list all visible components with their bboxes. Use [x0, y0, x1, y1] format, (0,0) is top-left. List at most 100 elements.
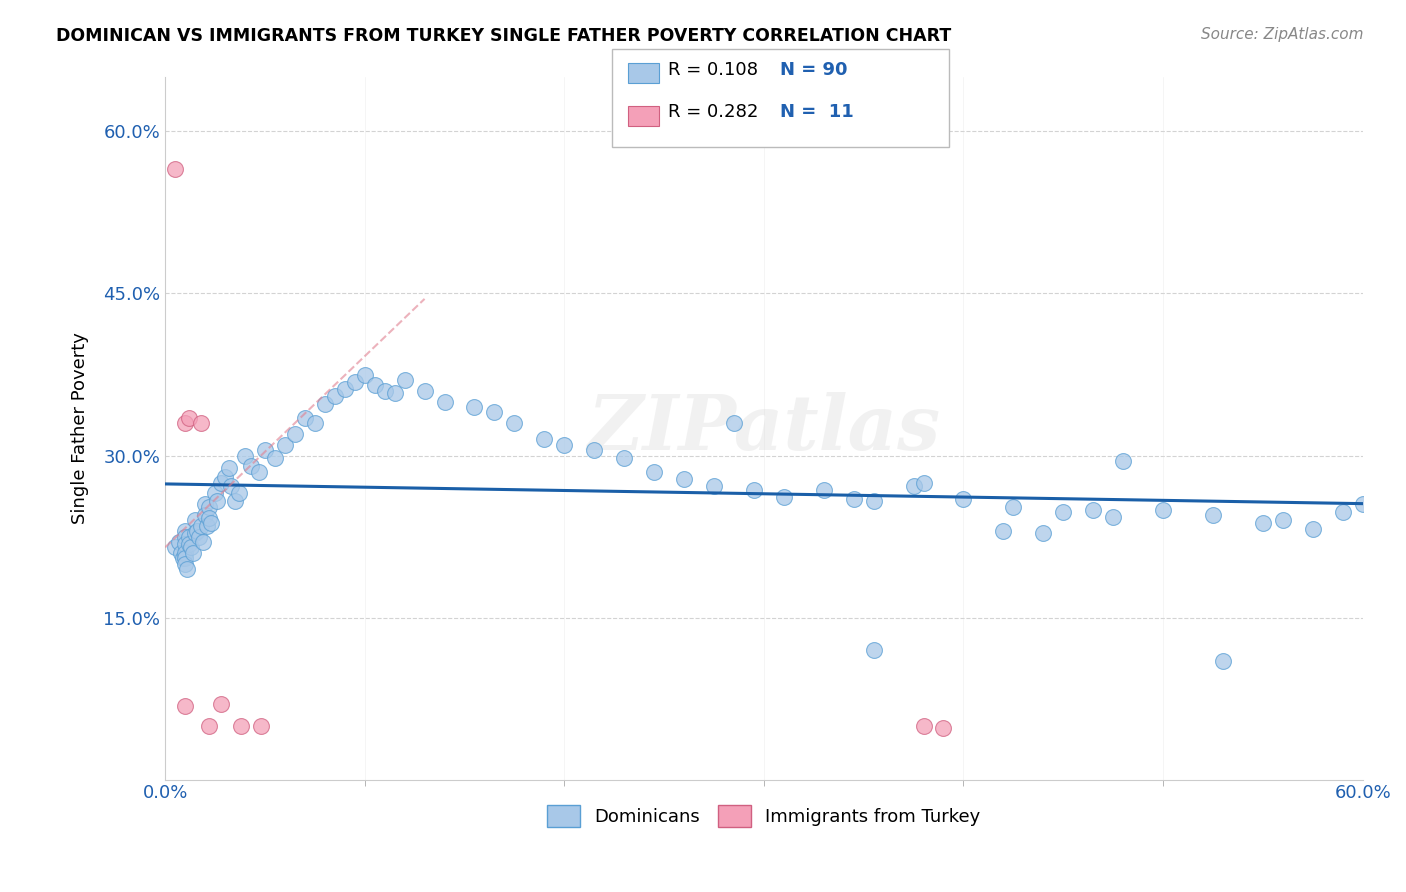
- Point: [1102, 510, 1125, 524]
- Point: [177, 530, 200, 544]
- Point: [174, 416, 197, 430]
- Point: [323, 389, 346, 403]
- Point: [191, 535, 214, 549]
- Point: [384, 385, 406, 400]
- Point: [993, 524, 1015, 538]
- Point: [583, 443, 606, 458]
- Point: [374, 384, 396, 398]
- Point: [264, 450, 287, 465]
- Point: [862, 494, 884, 508]
- Point: [174, 551, 197, 566]
- Y-axis label: Single Father Poverty: Single Father Poverty: [72, 333, 89, 524]
- Point: [394, 373, 416, 387]
- Point: [723, 416, 745, 430]
- Point: [214, 470, 236, 484]
- Text: N =  11: N = 11: [780, 103, 853, 121]
- Point: [205, 494, 228, 508]
- Point: [250, 718, 273, 732]
- Point: [343, 375, 366, 389]
- Point: [219, 479, 242, 493]
- Point: [1271, 513, 1294, 527]
- Point: [229, 718, 252, 732]
- Point: [180, 541, 202, 555]
- Point: [184, 526, 207, 541]
- Point: [177, 537, 200, 551]
- Point: [1202, 508, 1225, 522]
- Point: [209, 697, 232, 711]
- Point: [912, 718, 935, 732]
- Text: DOMINICAN VS IMMIGRANTS FROM TURKEY SINGLE FATHER POVERTY CORRELATION CHART: DOMINICAN VS IMMIGRANTS FROM TURKEY SING…: [56, 27, 952, 45]
- Point: [333, 382, 356, 396]
- Point: [165, 541, 187, 555]
- Point: [294, 410, 316, 425]
- Point: [186, 524, 208, 538]
- Point: [1152, 502, 1174, 516]
- Point: [190, 416, 212, 430]
- Point: [1112, 454, 1135, 468]
- Point: [181, 546, 204, 560]
- Point: [195, 518, 218, 533]
- Point: [174, 557, 197, 571]
- Point: [172, 551, 194, 566]
- Point: [188, 530, 211, 544]
- Text: R = 0.282: R = 0.282: [668, 103, 758, 121]
- Point: [239, 459, 262, 474]
- Point: [167, 535, 190, 549]
- Point: [613, 450, 636, 465]
- Point: [1083, 502, 1105, 516]
- Point: [1002, 500, 1025, 515]
- Point: [176, 562, 198, 576]
- Point: [174, 524, 197, 538]
- Point: [198, 500, 221, 515]
- Text: R = 0.108: R = 0.108: [668, 61, 758, 78]
- Point: [413, 384, 436, 398]
- Point: [673, 472, 696, 486]
- Point: [184, 513, 207, 527]
- Point: [314, 397, 336, 411]
- Point: [903, 479, 925, 493]
- Point: [204, 486, 226, 500]
- Point: [503, 416, 526, 430]
- Point: [862, 643, 884, 657]
- Point: [842, 491, 865, 506]
- Point: [209, 475, 232, 490]
- Point: [703, 479, 725, 493]
- Point: [1052, 505, 1074, 519]
- Point: [194, 497, 217, 511]
- Point: [742, 483, 765, 497]
- Point: [174, 546, 197, 560]
- Point: [233, 449, 256, 463]
- Point: [772, 490, 794, 504]
- Point: [912, 475, 935, 490]
- Text: ZIPatlas: ZIPatlas: [588, 392, 941, 466]
- Point: [190, 518, 212, 533]
- Point: [194, 508, 217, 522]
- Point: [198, 511, 221, 525]
- Point: [1251, 516, 1274, 530]
- Point: [174, 530, 197, 544]
- Point: [553, 438, 575, 452]
- Point: [932, 721, 955, 735]
- Point: [304, 416, 326, 430]
- Point: [174, 537, 197, 551]
- Point: [484, 405, 506, 419]
- Point: [218, 461, 240, 475]
- Point: [253, 443, 276, 458]
- Point: [463, 400, 485, 414]
- Point: [1212, 654, 1234, 668]
- Point: [533, 433, 555, 447]
- Point: [224, 494, 246, 508]
- Point: [177, 410, 200, 425]
- Point: [274, 438, 297, 452]
- Point: [1032, 526, 1054, 541]
- Text: Source: ZipAtlas.com: Source: ZipAtlas.com: [1201, 27, 1364, 42]
- Point: [1351, 497, 1374, 511]
- Point: [165, 162, 187, 177]
- Point: [952, 491, 974, 506]
- Point: [1302, 522, 1324, 536]
- Point: [228, 486, 250, 500]
- Point: [353, 368, 375, 382]
- Point: [363, 378, 385, 392]
- Text: N = 90: N = 90: [780, 61, 848, 78]
- Point: [433, 394, 456, 409]
